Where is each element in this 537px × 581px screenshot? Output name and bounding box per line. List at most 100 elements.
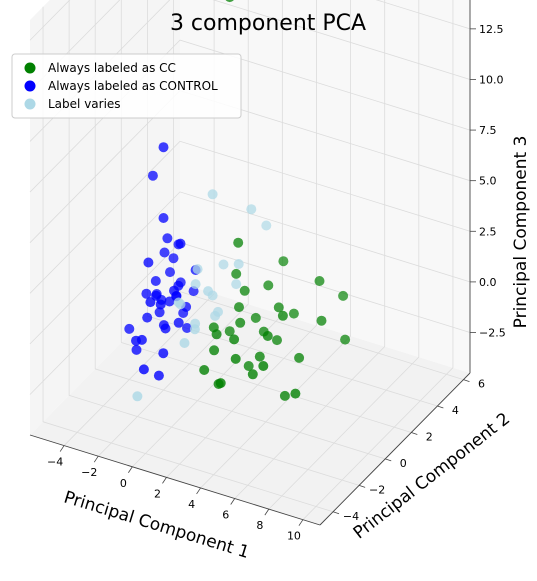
point-s1-32 [168,253,179,264]
point-s1-33 [155,299,166,310]
z-axis-label: Principal Component 3 [511,136,531,329]
y-tick-mark-2 [385,458,392,462]
x-tick-label-7: 10 [287,530,301,543]
y-tick-mark-5 [463,379,470,382]
point-s0-20 [233,237,244,248]
point-s2-0 [207,189,218,200]
x-gridline-6 [268,0,420,510]
point-s0-28 [254,351,265,362]
point-s1-12 [141,288,152,299]
point-s0-11 [211,329,222,340]
point-s0-17 [224,326,235,337]
point-s0-19 [288,308,299,319]
point-s1-15 [153,370,164,381]
x-tick-label-4: 4 [188,498,195,511]
point-s0-5 [273,302,284,313]
legend-label-control: Always labeled as CONTROL [48,79,218,93]
y-tick-mark-3 [411,432,418,435]
point-s0-30 [272,335,282,346]
point-s1-26 [159,247,170,258]
scatter-points [124,0,351,402]
point-s1-1 [147,170,158,181]
point-s0-33 [340,334,351,345]
legend-marker-control [24,80,36,92]
point-s1-4 [143,257,154,268]
point-s2-15 [233,259,244,269]
point-s0-9 [262,331,273,341]
point-s0-24 [316,315,327,326]
point-s0-15 [277,310,288,321]
point-s1-6 [145,297,156,308]
z-tick-label-5: 10.0 [479,73,504,86]
legend: Always labeled as CC Always labeled as C… [11,53,242,119]
y-tick-label-0: −4 [343,510,359,523]
x-gridline-3 [166,0,317,478]
point-s1-14 [138,364,149,375]
point-s1-23 [142,312,153,323]
z-tick-label-6: 12.5 [479,23,504,36]
point-s2-9 [132,391,143,402]
point-s2-17 [173,297,184,308]
point-s1-25 [173,317,184,328]
y-tick-label-3: 2 [426,430,433,443]
point-s0-13 [215,378,226,389]
point-s2-16 [218,259,229,270]
point-s1-29 [150,276,161,286]
y-tick-label-5: 6 [478,378,485,391]
point-s2-2 [261,220,272,231]
x-tick-mark-1 [93,455,99,463]
x-gridline-7 [302,0,454,520]
point-s1-9 [160,323,171,334]
point-s1-13 [124,323,135,334]
point-s0-4 [279,390,290,401]
point-s1-2 [158,213,169,223]
point-s1-28 [158,348,169,359]
point-s1-11 [182,323,192,333]
point-s0-2 [338,290,349,301]
x-tick-label-6: 8 [256,519,263,532]
x-tick-mark-2 [128,466,133,473]
y-tick-label-1: −2 [369,483,385,496]
legend-frame [11,53,242,119]
y-tick-mark-0 [332,511,340,515]
y-axis-line [319,372,471,526]
point-s1-39 [162,233,173,244]
x-tick-mark-3 [162,477,167,484]
x-tick-mark-0 [59,445,65,452]
point-s1-27 [131,344,142,355]
point-s0-27 [250,312,261,323]
x-tick-label-5: 6 [222,509,229,522]
point-s2-11 [190,279,201,290]
point-s0-22 [243,361,254,371]
point-s2-1 [246,204,257,215]
point-s2-7 [231,279,242,290]
point-s2-8 [179,338,190,348]
y-tick-mark-1 [359,484,366,488]
y-tick-label-2: 0 [400,457,407,470]
point-s0-32 [294,352,305,363]
point-s0-31 [199,365,210,375]
z-tick-label-0: −2.5 [479,327,506,340]
point-s2-13 [189,324,200,335]
point-s1-0 [158,142,169,153]
x-tick-mark-5 [230,498,236,505]
x-tick-mark-4 [196,487,201,495]
point-s0-34 [229,334,240,345]
point-s1-7 [169,285,179,296]
x-gridline-5 [234,0,386,499]
z-tick-label-2: 2.5 [479,225,497,238]
point-s1-17 [165,267,175,278]
point-s1-3 [175,238,186,249]
x-gridline-1 [97,0,249,457]
point-s2-12 [213,306,223,317]
point-s0-16 [278,256,289,267]
point-s0-6 [230,353,241,364]
point-s0-1 [314,276,325,286]
x-axis-line [29,434,321,526]
point-s0-10 [239,285,250,296]
point-s2-3 [192,264,203,275]
x-tick-label-1: −2 [81,466,97,479]
legend-label-varies: Label varies [48,97,121,111]
